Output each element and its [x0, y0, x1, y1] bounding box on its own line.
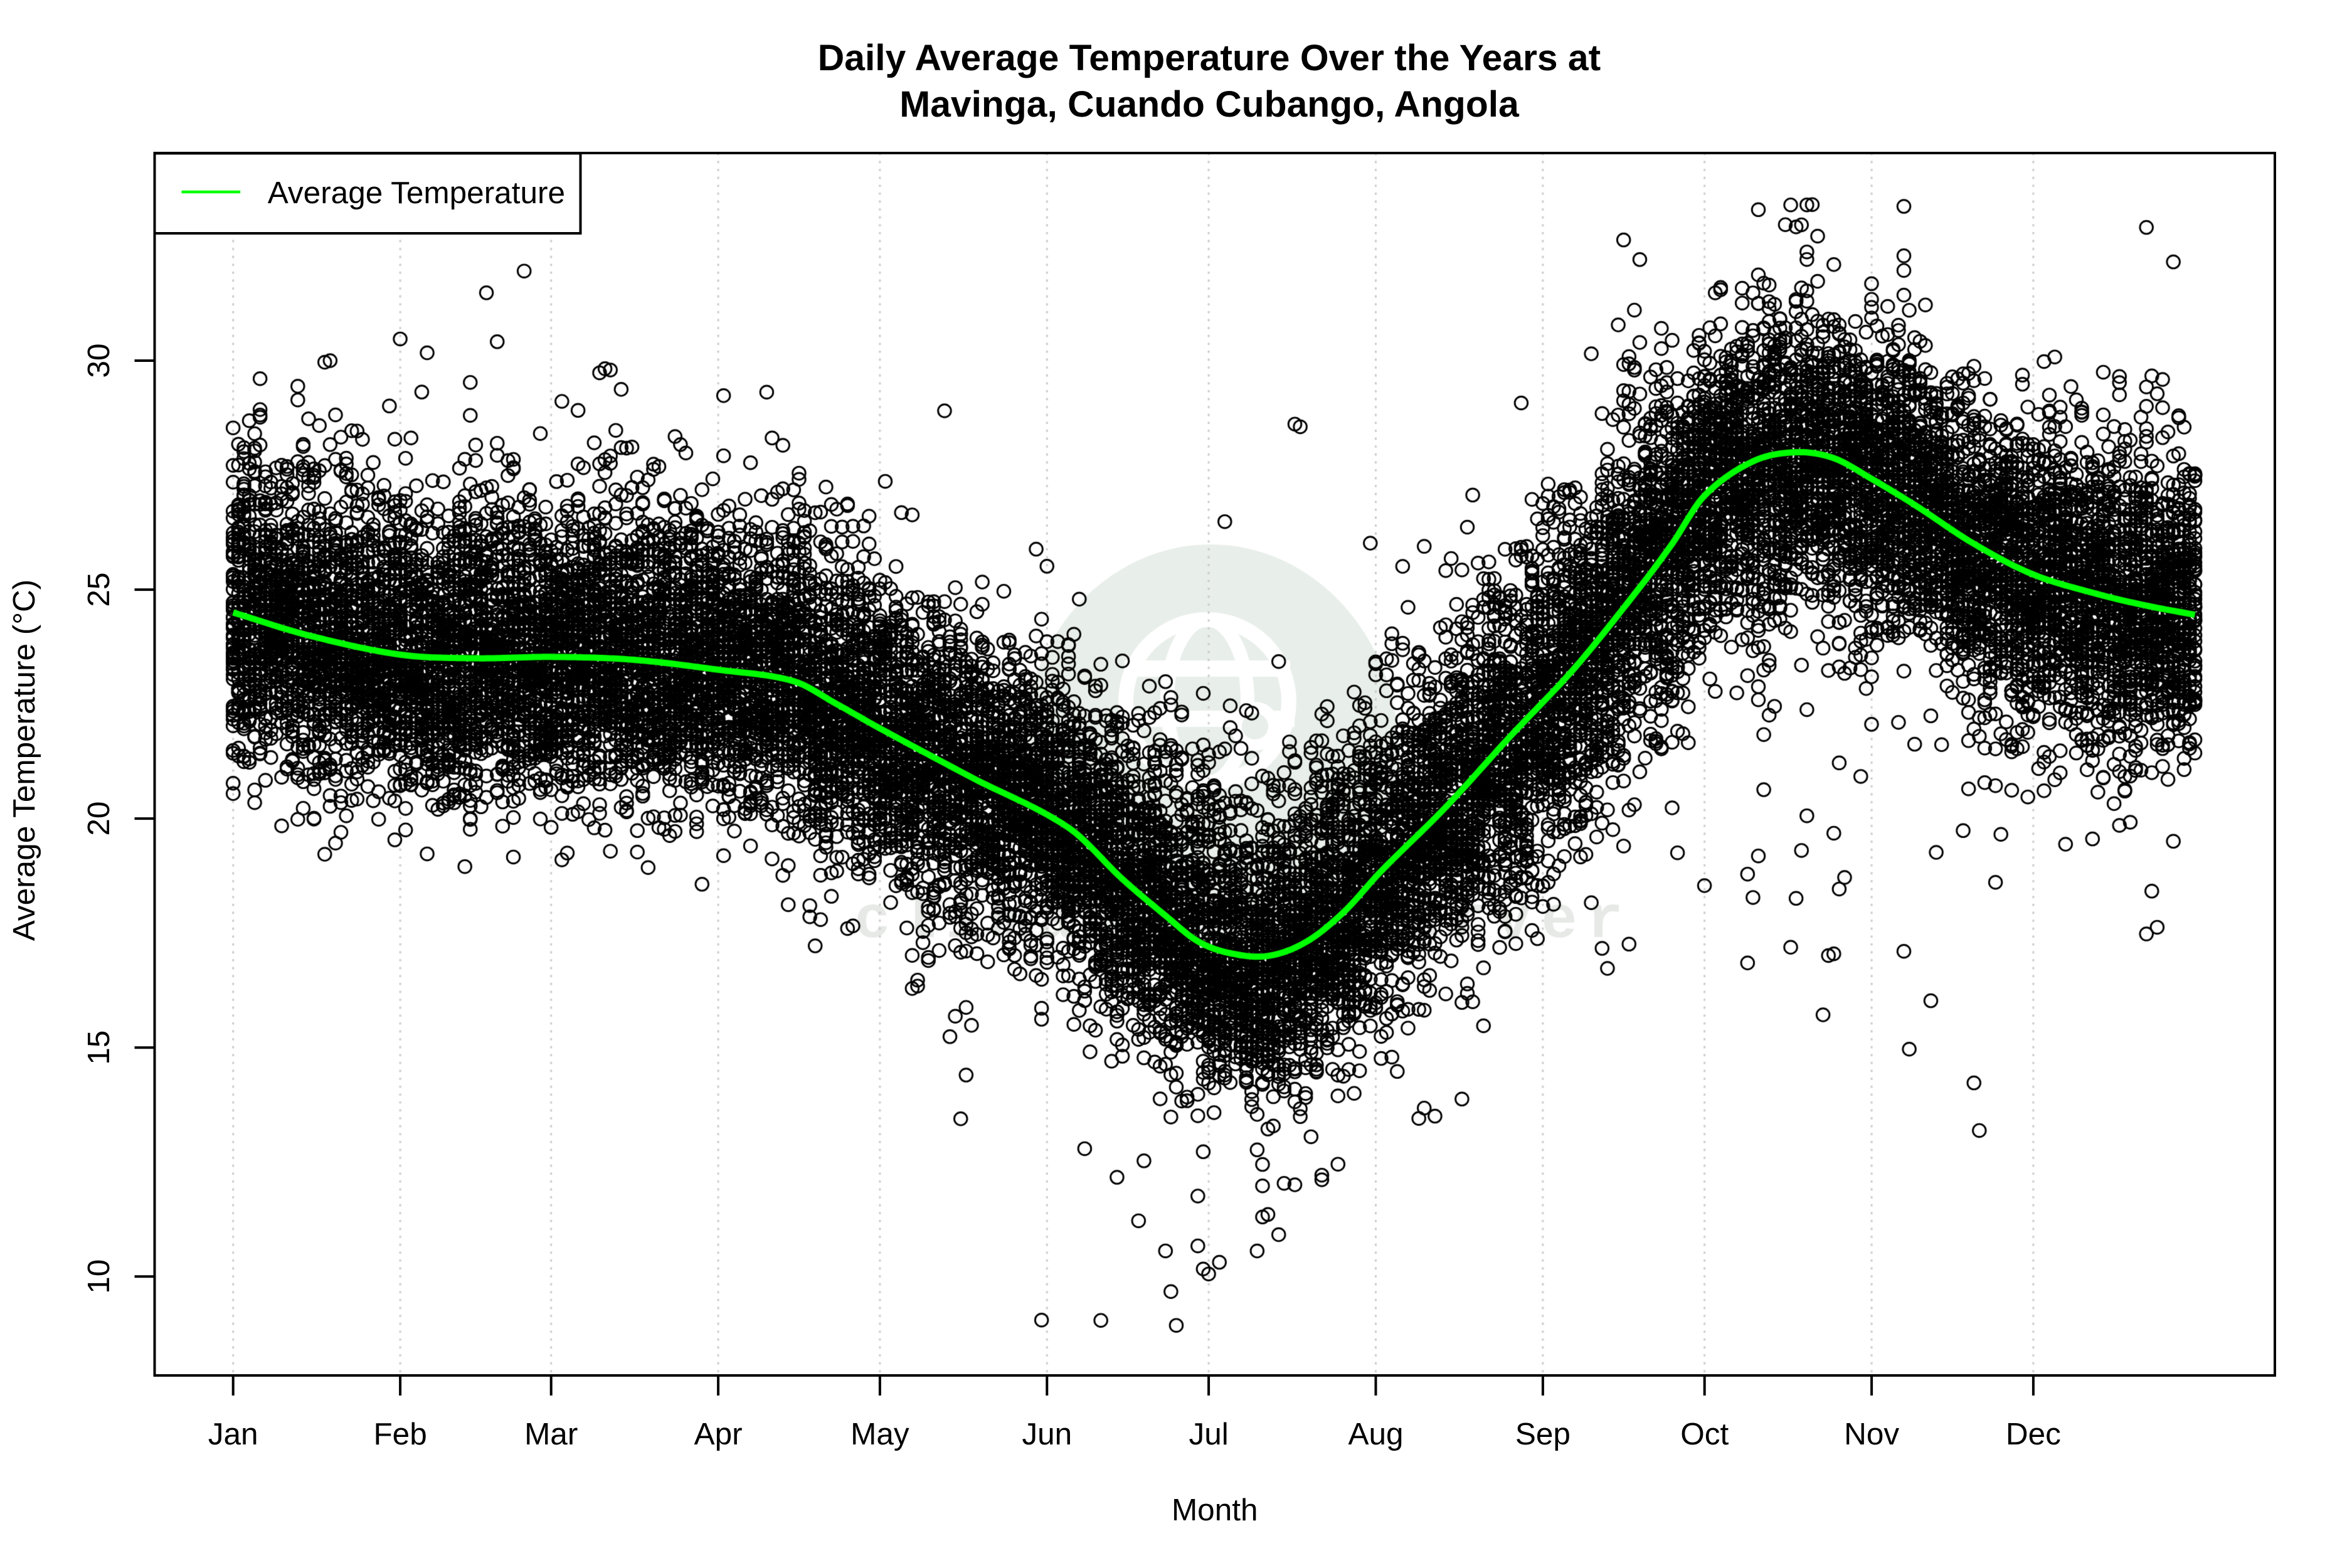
svg-text:Daily Average Temperature Over: Daily Average Temperature Over the Years…	[818, 38, 1601, 78]
svg-text:10: 10	[82, 1259, 116, 1294]
svg-text:15: 15	[82, 1030, 116, 1065]
svg-text:Oct: Oct	[1680, 1417, 1729, 1451]
svg-text:20: 20	[82, 802, 116, 836]
svg-text:30: 30	[82, 343, 116, 378]
svg-text:Feb: Feb	[373, 1417, 426, 1451]
svg-text:Sep: Sep	[1515, 1417, 1571, 1451]
svg-text:Apr: Apr	[694, 1417, 743, 1451]
svg-text:May: May	[850, 1417, 909, 1451]
svg-text:Nov: Nov	[1844, 1417, 1899, 1451]
svg-text:Mar: Mar	[524, 1417, 578, 1451]
svg-text:Month: Month	[1172, 1493, 1258, 1527]
svg-text:Aug: Aug	[1348, 1417, 1403, 1451]
svg-text:Average Temperature: Average Temperature	[268, 176, 565, 210]
svg-text:Jun: Jun	[1022, 1417, 1072, 1451]
svg-text:Mavinga, Cuando Cubango, Angol: Mavinga, Cuando Cubango, Angola	[899, 84, 1520, 125]
svg-text:Jan: Jan	[208, 1417, 258, 1451]
svg-text:Dec: Dec	[2006, 1417, 2061, 1451]
svg-text:Average Temperature (°C): Average Temperature (°C)	[7, 580, 41, 941]
svg-text:Jul: Jul	[1189, 1417, 1228, 1451]
svg-text:25: 25	[82, 573, 116, 607]
